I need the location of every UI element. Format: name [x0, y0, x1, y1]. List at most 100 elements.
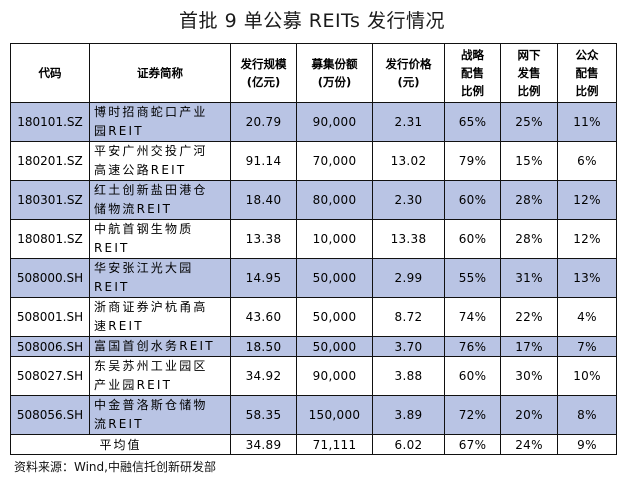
- cell-scale: 13.38: [230, 219, 297, 259]
- header-strategic: 战略 配售 比例: [444, 43, 501, 103]
- cell-offline: 28%: [500, 180, 558, 220]
- source-note: 资料来源：Wind,中融信托创新研发部: [14, 460, 216, 474]
- cell-public: 12%: [557, 180, 617, 220]
- cell-name: 博时招商蛇口产业 园REIT: [89, 102, 231, 142]
- cell-price: 8.72: [372, 297, 445, 337]
- name-line: 中航首钢生物质: [94, 222, 194, 236]
- cell-scale: 18.40: [230, 180, 297, 220]
- cell-name: 富国首创水务REIT: [89, 336, 231, 357]
- name-line: 中金普洛斯仓储物: [94, 398, 208, 412]
- name-line: 红土创新盐田港仓: [94, 183, 208, 197]
- name-line: 产业园REIT: [94, 378, 173, 392]
- table-row: 508006.SH 富国首创水务REIT 18.50 50,000 3.70 76% 17%…: [10, 336, 617, 357]
- name-line: REIT: [94, 241, 130, 255]
- cell-code: 508027.SH: [10, 356, 90, 396]
- cell-code: 508000.SH: [10, 258, 90, 298]
- header-line: 发售: [517, 66, 541, 80]
- cell-public: 11%: [557, 102, 617, 142]
- cell-name: 红土创新盐田港仓 储物流REIT: [89, 180, 231, 220]
- cell-public: 10%: [557, 356, 617, 396]
- header-line: 比例: [575, 84, 599, 98]
- name-line: REIT: [94, 280, 130, 294]
- cell-public: 13%: [557, 258, 617, 298]
- cell-price: 3.88: [372, 356, 445, 396]
- average-scale: 34.89: [230, 434, 297, 455]
- cell-price: 2.99: [372, 258, 445, 298]
- cell-offline: 20%: [500, 395, 558, 435]
- header-name: 证券简称: [89, 43, 231, 103]
- header-price: 发行价格 (元): [372, 43, 445, 103]
- cell-price: 3.89: [372, 395, 445, 435]
- header-line: 配售: [461, 66, 484, 80]
- cell-scale: 20.79: [230, 102, 297, 142]
- cell-scale: 91.14: [230, 141, 297, 181]
- header-line: 发行规模: [240, 57, 287, 71]
- cell-offline: 28%: [500, 219, 558, 259]
- cell-code: 180301.SZ: [10, 180, 90, 220]
- cell-public: 12%: [557, 219, 617, 259]
- cell-strategic: 76%: [444, 336, 501, 357]
- cell-public: 6%: [557, 141, 617, 181]
- cell-offline: 22%: [500, 297, 558, 337]
- cell-shares: 150,000: [296, 395, 373, 435]
- table-row: 508027.SH 东吴苏州工业园区 产业园REIT 34.92 90,000 3.88 6…: [10, 356, 617, 396]
- cell-scale: 34.92: [230, 356, 297, 396]
- cell-code: 508006.SH: [10, 336, 90, 357]
- cell-code: 180801.SZ: [10, 219, 90, 259]
- cell-price: 13.02: [372, 141, 445, 181]
- header-row: 代码 证券简称 发行规模 (亿元) 募集份额 (万份) 发行价格 (元) 战略 配售 比例 网下 发售比…: [10, 43, 617, 103]
- cell-strategic: 74%: [444, 297, 501, 337]
- table-row: 180801.SZ 中航首钢生物质 REIT 13.38 10,000 13.38 60% 2…: [10, 219, 617, 259]
- header-line: 发行价格: [385, 57, 432, 71]
- header-line: 网下: [517, 48, 541, 62]
- average-public: 9%: [557, 434, 617, 455]
- name-line: 园REIT: [94, 124, 144, 138]
- cell-shares: 50,000: [296, 297, 373, 337]
- table-row: 508056.SH 中金普洛斯仓储物 流REIT 58.35 150,000 3.89 72…: [10, 395, 617, 435]
- cell-name: 东吴苏州工业园区 产业园REIT: [89, 356, 231, 396]
- cell-code: 180201.SZ: [10, 141, 90, 181]
- header-offline: 网下 发售 比例: [500, 43, 558, 103]
- cell-code: 180101.SZ: [10, 102, 90, 142]
- header-line: 比例: [517, 84, 541, 98]
- cell-offline: 15%: [500, 141, 558, 181]
- header-shares: 募集份额 (万份): [296, 43, 373, 103]
- name-line: 华安张江光大园: [94, 261, 194, 275]
- cell-offline: 30%: [500, 356, 558, 396]
- cell-public: 4%: [557, 297, 617, 337]
- header-line: 比例: [461, 84, 484, 98]
- cell-strategic: 79%: [444, 141, 501, 181]
- header-line: 证券简称: [137, 66, 183, 80]
- cell-name: 平安广州交投广河 高速公路REIT: [89, 141, 231, 181]
- name-line: 储物流REIT: [94, 202, 173, 216]
- cell-strategic: 60%: [444, 219, 501, 259]
- header-public: 公众 配售 比例: [557, 43, 617, 103]
- name-line: 东吴苏州工业园区: [94, 359, 208, 373]
- cell-strategic: 60%: [444, 356, 501, 396]
- cell-price: 2.31: [372, 102, 445, 142]
- average-shares: 71,111: [296, 434, 373, 455]
- cell-strategic: 72%: [444, 395, 501, 435]
- average-offline: 24%: [500, 434, 558, 455]
- header-line: 公众: [575, 48, 599, 62]
- name-line: 流REIT: [94, 417, 144, 431]
- cell-scale: 58.35: [230, 395, 297, 435]
- name-line: 平安广州交投广河: [94, 144, 208, 158]
- cell-shares: 70,000: [296, 141, 373, 181]
- cell-shares: 50,000: [296, 258, 373, 298]
- average-price: 6.02: [372, 434, 445, 455]
- cell-strategic: 55%: [444, 258, 501, 298]
- cell-public: 8%: [557, 395, 617, 435]
- name-line: 高速公路REIT: [94, 163, 187, 177]
- cell-shares: 90,000: [296, 102, 373, 142]
- page-title: 首批 9 单公募 REITs 发行情况: [179, 10, 445, 32]
- cell-scale: 14.95: [230, 258, 297, 298]
- cell-shares: 90,000: [296, 356, 373, 396]
- cell-offline: 25%: [500, 102, 558, 142]
- header-line: (万份): [317, 75, 352, 89]
- header-code: 代码: [10, 43, 90, 103]
- header-line: 配售: [575, 66, 599, 80]
- table-row: 180201.SZ 平安广州交投广河 高速公路REIT 91.14 70,000 13.0…: [10, 141, 617, 181]
- cell-name: 浙商证券沪杭甬高 速REIT: [89, 297, 231, 337]
- cell-name: 中航首钢生物质 REIT: [89, 219, 231, 259]
